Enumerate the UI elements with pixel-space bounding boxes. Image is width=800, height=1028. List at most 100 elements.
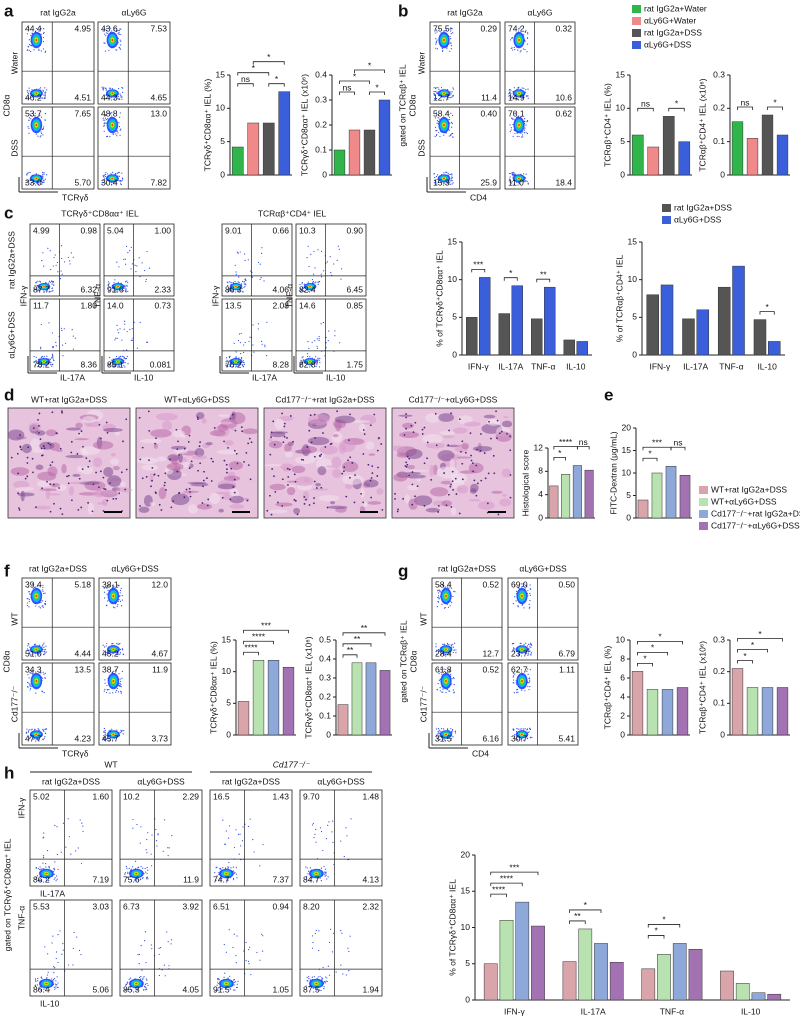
event-dot xyxy=(101,181,103,183)
event-dot xyxy=(157,834,159,836)
density-contour xyxy=(444,648,448,650)
image-label: WT+αLy6G+DSS xyxy=(164,394,230,404)
event-dot xyxy=(328,330,330,332)
nucleus xyxy=(223,459,226,462)
nucleus xyxy=(458,512,461,515)
nucleus xyxy=(273,443,276,446)
quadrant-value: 13.5 xyxy=(74,664,91,674)
event-dot xyxy=(117,653,119,656)
significance-bracket xyxy=(670,446,686,451)
nucleus xyxy=(67,482,70,485)
tissue xyxy=(171,493,190,506)
event-dot xyxy=(115,133,117,135)
bar xyxy=(735,983,750,1001)
tissue xyxy=(268,440,283,449)
y-tick-label: 0 xyxy=(626,512,631,522)
bar xyxy=(498,313,510,356)
event-dot xyxy=(242,826,244,828)
event-dot xyxy=(129,328,131,331)
event-dot xyxy=(110,97,112,99)
tissue xyxy=(442,435,455,439)
significance-label: *** xyxy=(509,862,520,872)
event-dot xyxy=(50,362,52,364)
event-dot xyxy=(322,321,325,324)
event-dot xyxy=(146,341,148,343)
nucleus xyxy=(405,416,408,419)
bar xyxy=(662,116,675,176)
bar xyxy=(609,962,624,1001)
event-dot xyxy=(28,44,31,46)
event-dot xyxy=(245,279,247,281)
event-dot xyxy=(508,95,510,97)
event-dot xyxy=(318,338,320,340)
quadrant-value: 6.79 xyxy=(558,648,575,658)
event-dot xyxy=(248,946,251,948)
event-dot xyxy=(43,646,45,648)
event-dot xyxy=(529,646,531,648)
event-dot xyxy=(450,91,452,93)
event-dot xyxy=(55,345,57,347)
quadrant-value: 0.62 xyxy=(555,108,572,118)
event-dot xyxy=(448,670,451,672)
event-dot xyxy=(30,672,32,674)
event-dot xyxy=(318,949,320,952)
tissue xyxy=(483,414,496,419)
significance-label: *** xyxy=(473,260,484,270)
nucleus xyxy=(476,482,479,485)
event-dot xyxy=(137,954,139,956)
nucleus xyxy=(178,491,181,494)
nucleus xyxy=(38,412,41,415)
tissue xyxy=(499,498,512,507)
event-dot xyxy=(102,30,104,32)
significance-label: **** xyxy=(244,643,258,653)
event-dot xyxy=(525,173,527,175)
y-tick-label: 0 xyxy=(720,729,725,739)
significance-label: ns xyxy=(741,97,750,107)
event-dot xyxy=(448,96,450,99)
event-dot xyxy=(52,357,54,359)
nucleus xyxy=(509,496,512,499)
event-dot xyxy=(55,951,58,953)
tissue xyxy=(140,438,162,444)
density-contour xyxy=(521,594,523,598)
event-dot xyxy=(433,87,435,89)
event-dot xyxy=(319,827,322,829)
event-dot xyxy=(28,598,30,601)
event-dot xyxy=(155,828,157,831)
event-dot xyxy=(446,654,448,656)
event-dot xyxy=(158,947,160,949)
event-dot xyxy=(335,971,337,973)
y-tick-label: 0.3 xyxy=(315,94,327,104)
bar xyxy=(717,286,731,356)
event-dot xyxy=(113,98,116,100)
event-dot xyxy=(513,118,515,120)
y-tick-label: 0.1 xyxy=(713,136,725,146)
event-dot xyxy=(265,354,268,357)
event-dot xyxy=(261,343,263,345)
significance-label: * xyxy=(765,302,769,312)
event-dot xyxy=(447,643,449,645)
event-dot xyxy=(44,736,46,738)
nucleus xyxy=(360,492,362,495)
event-dot xyxy=(321,977,323,980)
event-dot xyxy=(102,117,104,119)
nucleus xyxy=(151,479,153,482)
event-dot xyxy=(146,838,148,841)
event-dot xyxy=(30,34,32,37)
nucleus xyxy=(37,418,39,421)
event-dot xyxy=(47,953,49,955)
event-dot xyxy=(434,90,436,93)
nucleus xyxy=(77,509,80,511)
event-dot xyxy=(26,681,29,684)
event-dot xyxy=(229,281,231,283)
event-dot xyxy=(438,88,440,90)
event-dot xyxy=(124,320,126,322)
event-dot xyxy=(57,868,59,870)
event-dot xyxy=(508,172,511,175)
event-dot xyxy=(29,113,31,115)
y-tick-label: 4 xyxy=(620,691,625,701)
nucleus xyxy=(41,454,44,457)
density-contour xyxy=(520,648,524,650)
tissue xyxy=(453,427,468,434)
quadrant-value: 91.5 xyxy=(213,984,230,994)
